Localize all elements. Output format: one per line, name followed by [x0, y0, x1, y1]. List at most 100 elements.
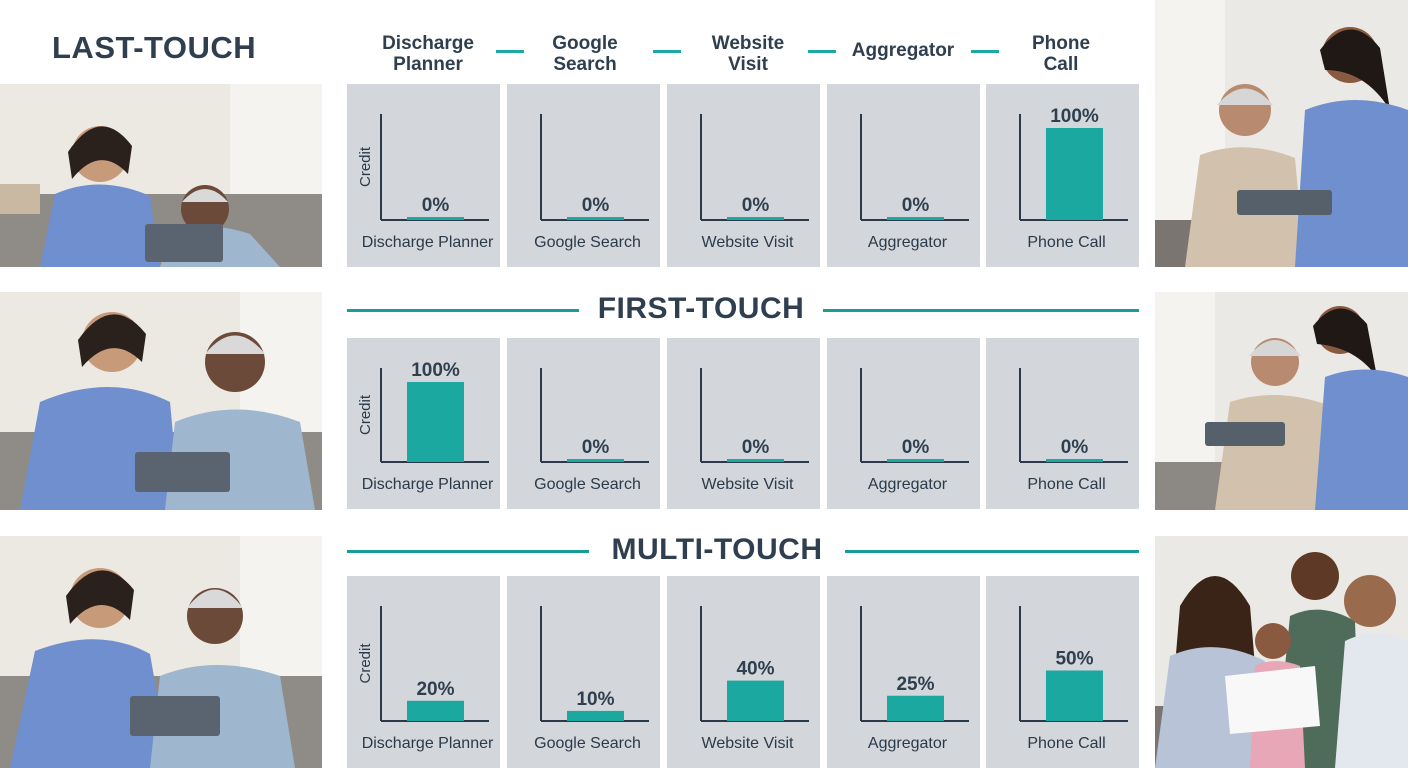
bar-aggregator — [887, 217, 944, 220]
journey-step-line: Planner — [393, 54, 463, 75]
journey-connector — [496, 50, 524, 53]
bar-chart: 40% Website Visit — [700, 606, 809, 752]
bar-google-search — [567, 217, 624, 220]
photo-nurse-with-patient-3 — [0, 536, 322, 768]
bar-discharge-planner — [407, 217, 464, 220]
chart-panel: 0% Google Search — [507, 338, 660, 509]
value-label: 0% — [742, 437, 770, 458]
journey-step-5: Phone Call — [996, 33, 1126, 75]
bar-phone-call — [1046, 128, 1103, 220]
bar-aggregator — [887, 695, 944, 721]
value-label: 0% — [582, 437, 610, 458]
bar-chart: 0% Aggregator — [860, 368, 969, 493]
value-label: 50% — [1055, 649, 1093, 670]
category-label: Aggregator — [868, 234, 948, 251]
journey-step-line: Aggregator — [851, 40, 955, 61]
bar-chart: 100% Phone Call — [1019, 106, 1128, 251]
chart-panel: 0% Website Visit — [667, 338, 820, 509]
chart-panel: 10% Google Search — [507, 576, 660, 768]
journey-connector — [653, 50, 681, 53]
value-label: 100% — [1050, 106, 1099, 127]
bar-chart: 0% Website Visit — [700, 368, 809, 493]
value-label: 0% — [902, 195, 930, 216]
bar-website-visit — [727, 217, 784, 220]
journey-step-4: Aggregator — [838, 40, 968, 61]
journey-step-3: Website Visit — [683, 33, 813, 75]
category-label: Google Search — [534, 234, 641, 251]
value-label: 10% — [576, 689, 614, 710]
chart-panel: 25% Aggregator — [827, 576, 980, 768]
bar-chart: 0% Google Search — [534, 114, 649, 251]
bar-chart: Credit 20% Discharge Planner — [357, 606, 494, 752]
multi-touch-line-right — [845, 550, 1139, 553]
category-label: Phone Call — [1027, 234, 1105, 251]
category-label: Phone Call — [1027, 476, 1105, 493]
chart-panel: Credit 0% Discharge Planner — [347, 84, 500, 267]
y-axis-label: Credit — [357, 146, 374, 187]
journey-connector — [808, 50, 836, 53]
value-label: 0% — [1061, 437, 1089, 458]
bar-chart: 0% Google Search — [534, 368, 649, 493]
bar-chart: 0% Aggregator — [860, 114, 969, 251]
bar-phone-call — [1046, 459, 1103, 462]
bar-chart: Credit 100% Discharge Planner — [357, 360, 494, 493]
multi-touch-line-left — [347, 550, 589, 553]
value-label: 25% — [896, 674, 934, 695]
photo-nurse-with-patient-2 — [0, 292, 322, 510]
value-label: 100% — [411, 360, 460, 381]
chart-panel: 0% Aggregator — [827, 84, 980, 267]
chart-panel: 40% Website Visit — [667, 576, 820, 768]
bar-aggregator — [887, 459, 944, 462]
category-label: Discharge Planner — [362, 735, 494, 752]
journey-step-line: Search — [553, 54, 617, 75]
bar-website-visit — [727, 680, 784, 721]
chart-panel: Credit 100% Discharge Planner — [347, 338, 500, 509]
bar-chart: 25% Aggregator — [860, 606, 969, 752]
journey-step-2: Google Search — [520, 33, 650, 75]
value-label: 40% — [736, 659, 774, 680]
photo-nurse-with-patient-right-1 — [1155, 0, 1408, 267]
bar-phone-call — [1046, 670, 1103, 721]
value-label: 0% — [742, 195, 770, 216]
journey-connector — [971, 50, 999, 53]
value-label: 0% — [422, 195, 450, 216]
bar-google-search — [567, 710, 624, 721]
y-axis-label: Credit — [357, 394, 374, 435]
category-label: Website Visit — [702, 234, 794, 251]
photo-nurse-with-patient-right-2 — [1155, 292, 1408, 510]
journey-step-line: Website — [711, 33, 785, 54]
y-axis-label: Credit — [357, 643, 374, 684]
journey-step-line: Discharge — [382, 33, 474, 54]
bar-chart: 0% Phone Call — [1019, 368, 1128, 493]
chart-panel: 0% Website Visit — [667, 84, 820, 267]
chart-panel: 0% Google Search — [507, 84, 660, 267]
multi-touch-title: MULTI-TOUCH — [611, 533, 823, 566]
category-label: Google Search — [534, 476, 641, 493]
photo-family-with-document — [1155, 536, 1408, 768]
bar-discharge-planner — [407, 700, 464, 721]
value-label: 0% — [902, 437, 930, 458]
bar-google-search — [567, 459, 624, 462]
journey-step-line: Call — [1043, 54, 1079, 75]
chart-panel: 0% Aggregator — [827, 338, 980, 509]
category-label: Discharge Planner — [362, 234, 494, 251]
chart-panel: 50% Phone Call — [986, 576, 1139, 768]
category-label: Website Visit — [702, 476, 794, 493]
photo-nurse-with-patient-1 — [0, 84, 322, 267]
bar-website-visit — [727, 459, 784, 462]
first-touch-line-right — [823, 309, 1139, 312]
chart-panel: 100% Phone Call — [986, 84, 1139, 267]
bar-chart: 50% Phone Call — [1019, 606, 1128, 752]
value-label: 20% — [416, 679, 454, 700]
chart-panel: Credit 20% Discharge Planner — [347, 576, 500, 768]
category-label: Website Visit — [702, 735, 794, 752]
journey-step-line: Visit — [728, 54, 768, 75]
first-touch-line-left — [347, 309, 579, 312]
category-label: Aggregator — [868, 735, 948, 752]
bar-chart: Credit 0% Discharge Planner — [357, 114, 494, 251]
category-label: Discharge Planner — [362, 476, 494, 493]
last-touch-title: LAST-TOUCH — [52, 30, 257, 65]
bar-chart: 0% Website Visit — [700, 114, 809, 251]
first-touch-title: FIRST-TOUCH — [597, 292, 805, 325]
category-label: Aggregator — [868, 476, 948, 493]
